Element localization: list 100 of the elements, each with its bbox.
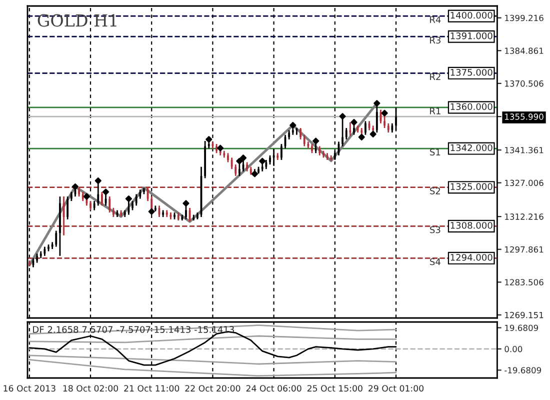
ref-line-label: R4 (430, 16, 441, 23)
x-tick-label: 25 Oct 15:00 (307, 385, 362, 392)
candlestick (48, 244, 50, 252)
chart-title: GOLD H1 (38, 14, 116, 27)
candlestick (318, 146, 321, 156)
y-tick-label: 19.6809 (505, 324, 538, 332)
y-tick-label: -19.6809 (504, 367, 542, 374)
point (125, 195, 132, 202)
candlestick (108, 196, 111, 214)
y-tick-label: 1283.506 (505, 279, 544, 286)
point (148, 208, 155, 215)
x-tick-label: 22 Oct 20:00 (185, 385, 240, 392)
point (312, 138, 320, 144)
candlestick (174, 212, 176, 220)
candlestick (101, 191, 103, 206)
ref-line-label: R3 (430, 36, 440, 44)
point (374, 100, 380, 107)
candlestick (345, 127, 348, 140)
annotation: 1294.000 (450, 254, 492, 261)
candlestick (70, 191, 72, 202)
candlestick (216, 143, 218, 154)
line-series (28, 335, 397, 344)
ref-line-label: R1 (430, 108, 440, 114)
annotation: 1360.000 (450, 103, 492, 110)
x-tick-label: 18 Oct 02:00 (63, 385, 118, 392)
candlestick (300, 127, 302, 140)
ref-line-label: R2 (430, 73, 440, 80)
candlestick (78, 186, 80, 198)
point (94, 177, 102, 184)
line-series (28, 354, 397, 365)
candlestick (280, 143, 282, 161)
point (102, 188, 110, 196)
candlestick (387, 122, 390, 134)
candlestick (311, 143, 313, 154)
y-tick-label: 1269.151 (505, 312, 544, 318)
x-tick-label: 16 Oct 2013 (4, 385, 56, 392)
x-tick-label: 29 Oct 01:00 (368, 385, 424, 392)
candlestick (227, 152, 229, 163)
candlestick (59, 196, 61, 257)
candlestick (143, 187, 145, 195)
point (259, 158, 266, 164)
candlestick (139, 188, 142, 200)
candlestick (230, 156, 233, 170)
candlestick (93, 200, 96, 211)
point (251, 170, 258, 178)
point (240, 154, 247, 162)
line-series (28, 324, 397, 335)
annotation: 1342.000 (450, 144, 492, 152)
y-tick-label: 1341.361 (505, 146, 544, 154)
candlestick (132, 200, 134, 211)
annotation: 1375.000 (450, 68, 492, 76)
candlestick (349, 122, 352, 137)
candlestick (246, 162, 248, 172)
point (217, 144, 224, 152)
candlestick (112, 207, 114, 218)
y-tick-label: 1327.006 (505, 180, 544, 186)
y-tick-label: 0.00 (504, 346, 522, 352)
candlestick (135, 194, 138, 206)
point (72, 183, 79, 190)
x-tick-label: 21 Oct 11:00 (124, 385, 180, 392)
point (358, 134, 365, 140)
point (370, 130, 376, 138)
y-tick-label: 1355.990 (505, 114, 544, 120)
point (182, 200, 190, 207)
candlestick (364, 120, 366, 136)
candlestick (288, 130, 290, 140)
candlestick (269, 154, 271, 166)
point (206, 136, 212, 143)
candlestick (90, 200, 92, 211)
candlestick (82, 191, 84, 202)
ref-line-label: S4 (430, 258, 440, 266)
candlestick (322, 150, 324, 158)
point (236, 158, 243, 164)
y-tick-label: 1297.861 (505, 246, 544, 253)
candlestick (272, 148, 275, 167)
ref-line-label: S2 (430, 188, 440, 194)
point (350, 118, 358, 126)
candlestick (234, 164, 237, 177)
y-tick-label: 1399.216 (505, 14, 544, 22)
candlestick (36, 252, 38, 264)
y-tick-label: 1370.506 (505, 80, 544, 87)
annotation: 1391.000 (450, 32, 492, 40)
annotation: 1308.000 (450, 222, 492, 229)
candlestick (55, 230, 58, 248)
candlestick (391, 122, 394, 134)
point (381, 110, 388, 116)
y-tick-label: 1384.861 (505, 48, 544, 54)
line-series (28, 358, 397, 377)
candlestick (303, 134, 306, 147)
point (83, 193, 90, 200)
ref-line-label: S1 (430, 148, 440, 156)
annotation: 1325.000 (450, 183, 492, 190)
ref-line-label: S3 (430, 226, 440, 234)
candlestick (66, 196, 69, 220)
annotation: 1400.000 (450, 12, 492, 19)
point (290, 122, 296, 129)
x-tick-label: 24 Oct 06:00 (246, 385, 302, 392)
point (339, 113, 346, 120)
y-tick-label: 1312.216 (505, 214, 544, 220)
candlestick (44, 246, 46, 257)
